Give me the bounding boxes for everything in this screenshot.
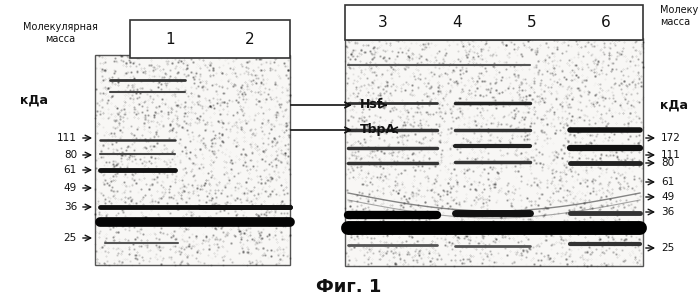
Text: 6: 6 [601,15,611,30]
Text: 4: 4 [452,15,461,30]
Text: 3: 3 [378,15,387,30]
Text: 36: 36 [64,202,77,212]
Text: 5: 5 [526,15,536,30]
Text: 80: 80 [64,150,77,160]
Bar [345,38,643,266]
Text: 25: 25 [661,243,674,253]
Text: кДа: кДа [20,94,48,106]
Text: Hsf: Hsf [360,99,383,111]
Bar [130,20,290,58]
Text: TbpA: TbpA [360,123,396,136]
Text: 2: 2 [245,32,255,46]
Text: 49: 49 [661,192,674,202]
Text: 61: 61 [661,177,674,187]
Text: 25: 25 [64,233,77,243]
Text: 61: 61 [64,165,77,175]
Text: 172: 172 [661,133,681,143]
Text: Молекулярная
масса: Молекулярная масса [22,22,98,44]
Text: 36: 36 [661,207,674,217]
Bar [95,55,290,265]
Text: 111: 111 [661,150,681,160]
Text: 1: 1 [165,32,174,46]
Bar [345,5,643,40]
Text: 80: 80 [661,158,674,168]
Text: кДа: кДа [660,99,688,111]
Text: Молекулярная
масса: Молекулярная масса [660,5,698,27]
Text: Фиг. 1: Фиг. 1 [316,278,382,296]
Text: 49: 49 [64,183,77,193]
Text: 111: 111 [57,133,77,143]
